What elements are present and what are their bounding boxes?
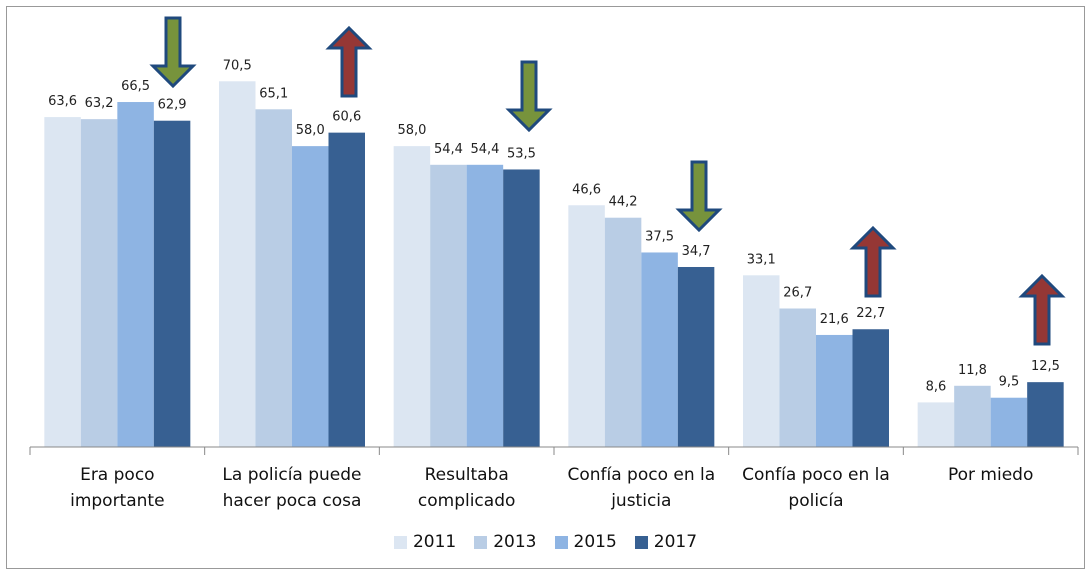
x-tick-label: Confía poco en la justicia (567, 465, 716, 511)
bar (503, 169, 540, 447)
bar (568, 205, 605, 447)
bar (779, 308, 816, 447)
legend-item: 2015 (554, 532, 617, 552)
legend-label: 2015 (573, 532, 617, 552)
arrow-up (1018, 273, 1066, 346)
data-label: 53,5 (507, 146, 536, 161)
bar (954, 385, 991, 447)
legend-swatch (474, 535, 488, 549)
arrow-up (849, 225, 897, 298)
legend-label: 2011 (412, 532, 457, 552)
legend-swatch (554, 535, 568, 549)
arrow-up (325, 25, 373, 98)
frame (6, 6, 1085, 569)
data-label: 54,4 (434, 142, 463, 157)
data-label: 22,7 (856, 306, 885, 321)
x-tick-label: Por miedo (947, 465, 1034, 485)
legend-item: 2017 (634, 532, 698, 552)
bar (292, 146, 329, 447)
data-label: 26,7 (783, 285, 812, 300)
data-label: 58,0 (296, 123, 325, 138)
legend-item: 2013 (474, 532, 537, 552)
data-label: 66,5 (121, 79, 150, 94)
bar (328, 132, 365, 447)
legend-item: 2011 (393, 532, 457, 552)
bar (816, 334, 853, 447)
data-label: 21,6 (820, 312, 849, 327)
bar (430, 164, 467, 448)
x-tick-label: La policía puede hacer poca cosa (222, 465, 362, 511)
bar (677, 266, 715, 447)
bar (604, 217, 642, 447)
data-label: 62,9 (158, 98, 187, 113)
data-label: 12,5 (1031, 359, 1060, 374)
bar (743, 275, 780, 447)
bar (917, 402, 955, 447)
data-label: 54,4 (470, 142, 499, 157)
data-label: 46,6 (572, 182, 601, 197)
bar (80, 119, 118, 448)
legend: 2011 2013 2015 2017 (0, 532, 1091, 552)
arrow-down (675, 160, 723, 233)
bar (641, 252, 678, 447)
data-label: 11,8 (958, 363, 987, 378)
bar (153, 120, 191, 448)
data-label: 9,5 (999, 375, 1020, 390)
bar (852, 329, 889, 447)
bar (44, 117, 81, 447)
arrow-down (505, 60, 553, 133)
data-label: 44,2 (609, 195, 638, 210)
data-label: 60,6 (332, 110, 361, 125)
data-label: 8,6 (926, 379, 947, 394)
data-label: 63,2 (85, 96, 114, 111)
arrow-down (149, 16, 197, 89)
x-tick-label: Resultaba complicado (417, 465, 516, 511)
bar (219, 81, 256, 447)
data-label: 70,5 (223, 58, 252, 73)
x-tick-label: Confía poco en la policía (742, 465, 890, 511)
legend-swatch (634, 535, 648, 549)
bar (466, 164, 504, 448)
bar (393, 146, 431, 447)
legend-swatch (393, 535, 407, 549)
bar (990, 397, 1028, 447)
data-label: 37,5 (645, 229, 674, 244)
data-label: 33,1 (747, 252, 776, 267)
bar (1027, 382, 1064, 447)
data-label: 65,1 (259, 86, 288, 101)
data-label: 58,0 (397, 123, 426, 138)
bar (117, 102, 154, 447)
x-tick-label: Era poco importante (70, 465, 165, 511)
bar (255, 109, 292, 447)
data-label: 63,6 (48, 94, 77, 109)
legend-label: 2013 (493, 532, 537, 552)
legend-label: 2017 (653, 532, 698, 552)
data-label: 34,7 (682, 244, 711, 259)
